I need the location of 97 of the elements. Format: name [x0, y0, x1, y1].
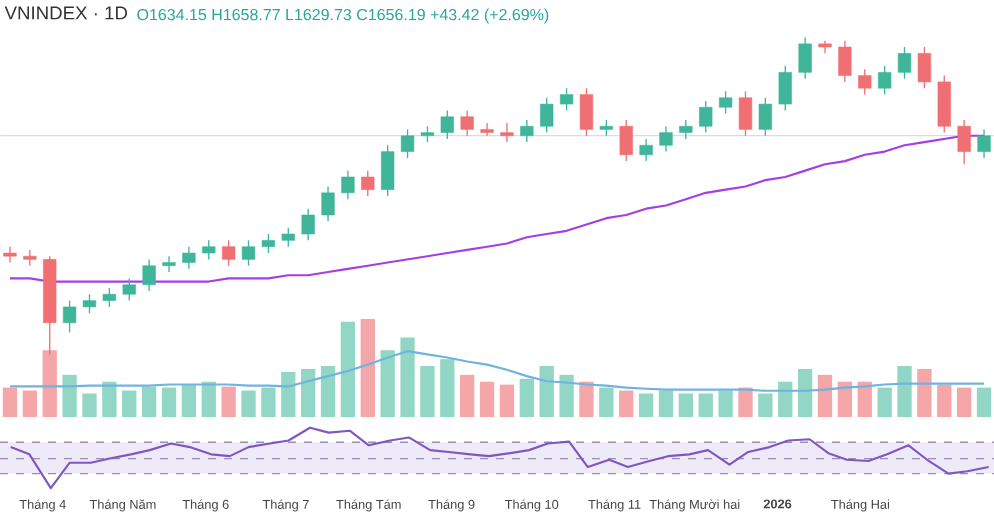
candlestick [977, 128, 991, 159]
candlestick [202, 239, 216, 261]
bar [817, 374, 833, 418]
bar [42, 350, 57, 418]
bar [957, 387, 972, 418]
bar [599, 387, 614, 418]
bar [718, 390, 733, 418]
candlestick [619, 119, 633, 162]
bar [797, 368, 813, 418]
bar [360, 318, 375, 418]
bar [658, 390, 674, 418]
bar [281, 371, 296, 418]
bar [519, 378, 534, 418]
text: O1634.15 H1658.77 L1629.73 C1656.19 +43.42 (+2.69%) [137, 8, 549, 24]
candlestick [579, 87, 594, 137]
candlestick [520, 119, 534, 143]
bar [937, 384, 952, 418]
bar [499, 384, 515, 418]
bar [678, 393, 694, 418]
candlestick [480, 122, 494, 137]
bar [221, 386, 236, 418]
bar [837, 381, 853, 418]
candlestick [858, 68, 872, 96]
candlestick [341, 169, 355, 200]
bar [460, 374, 475, 418]
candlestick [102, 287, 116, 308]
candlestick [838, 40, 852, 83]
bar [141, 386, 157, 418]
candlestick [460, 109, 474, 137]
bar [161, 387, 177, 418]
candlestick [400, 128, 415, 159]
bar [897, 366, 912, 418]
candlestick [440, 109, 454, 140]
candlestick [321, 185, 335, 223]
candlestick [162, 255, 176, 273]
candlestick [381, 144, 395, 197]
candlestick [361, 169, 375, 197]
candlestick [798, 36, 812, 80]
bar [917, 368, 932, 418]
candlestick [182, 246, 196, 270]
candlestick [778, 65, 792, 112]
candlestick [878, 65, 892, 96]
candlestick [3, 246, 17, 264]
bar [241, 390, 256, 418]
candlestick [301, 207, 315, 242]
bar [758, 393, 773, 418]
bar [559, 374, 574, 418]
candlestick [559, 87, 574, 112]
candlestick [659, 125, 673, 153]
candlestick [699, 100, 713, 134]
bar [400, 337, 415, 418]
bar [539, 366, 554, 418]
candlestick [937, 74, 951, 134]
bar [122, 390, 137, 418]
candlestick [917, 46, 932, 89]
candlestick [82, 293, 97, 314]
bar [698, 393, 713, 418]
bar [619, 390, 634, 418]
chart-title: VNINDEX · 1D [4, 6, 128, 20]
candlestick [679, 119, 693, 140]
bar [320, 366, 336, 418]
candlestick [281, 227, 295, 248]
candlestick [222, 239, 236, 267]
candlestick [758, 97, 772, 137]
bar [22, 390, 38, 418]
candlestick [122, 277, 136, 302]
candlestick [241, 239, 256, 267]
bar [261, 387, 276, 418]
candlestick [261, 233, 276, 254]
candlestick [142, 258, 156, 292]
bar [579, 381, 594, 418]
bar [181, 384, 197, 418]
bar [301, 368, 316, 418]
bar [2, 387, 18, 418]
bar [62, 374, 77, 418]
bar [976, 387, 992, 418]
candlestick [738, 90, 753, 137]
bar [380, 350, 395, 418]
bar [102, 381, 117, 418]
bar [738, 387, 753, 418]
bar [857, 381, 872, 418]
bar [778, 381, 793, 418]
candlestick [23, 249, 37, 267]
bar [340, 321, 356, 418]
candlestick [540, 97, 554, 134]
bar [440, 359, 455, 418]
candlestick [639, 138, 653, 162]
bar [877, 387, 892, 418]
bar [82, 393, 97, 418]
candlestick [718, 90, 733, 115]
candlestick [957, 119, 971, 165]
candlestick [897, 46, 912, 80]
candlestick [62, 299, 77, 333]
bar [638, 393, 654, 418]
bar [479, 381, 495, 418]
bar [420, 366, 435, 418]
candlestick [500, 122, 514, 143]
